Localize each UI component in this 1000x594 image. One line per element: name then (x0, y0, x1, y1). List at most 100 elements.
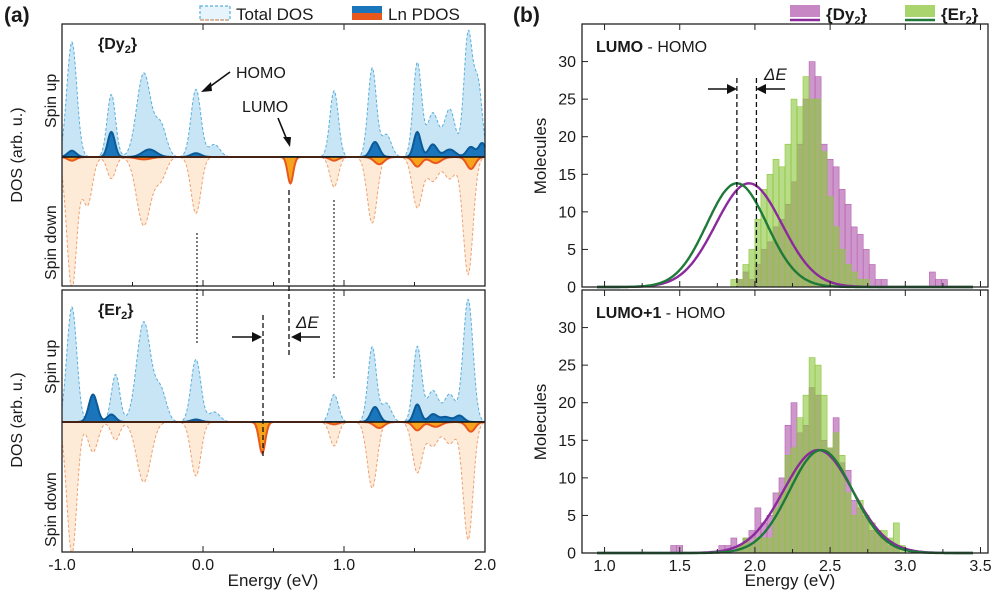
panel-label-b: (b) (513, 4, 540, 27)
dos-xtick-label: 0.0 (192, 557, 214, 574)
hist-ylabel-bottom: Molecules (531, 384, 550, 461)
hist-ytick-label: 20 (558, 129, 576, 146)
hist-bar-er (742, 264, 750, 288)
hist-ytick-label: 5 (567, 242, 576, 259)
hist-bar-dy (856, 234, 864, 288)
hist-ytick-label: 5 (567, 508, 576, 525)
hist-bar-er (790, 98, 798, 288)
dos-xtick-label: 2.0 (474, 557, 496, 574)
hist-bar-er (802, 76, 810, 288)
legend-dy-label: {Dy2} (826, 5, 867, 27)
spin-down-label-bottom: Spin down (43, 472, 60, 547)
hist-bar-er (808, 98, 816, 288)
hist-ytick-label: 0 (567, 546, 576, 563)
hist-bar-er (826, 196, 834, 288)
hist-bottom-title: LUMO+1 - HOMO (596, 305, 725, 322)
legend-total-swatch (199, 5, 231, 21)
hist-ytick-label: 30 (558, 320, 576, 337)
hist-bar-er (784, 454, 792, 554)
hist-ytick-label: 15 (558, 167, 576, 184)
hist-bar-er (826, 447, 834, 554)
hist-bar-er (814, 364, 822, 554)
lumo-arrow (277, 117, 288, 141)
hist-bar-er (844, 492, 852, 554)
hist-bottom-frame (581, 289, 989, 554)
hist-bar-er (838, 249, 846, 288)
hist-xtick-label: 3.0 (894, 558, 916, 575)
hist-bar-er (748, 249, 756, 288)
dos-plot-dy (61, 29, 486, 287)
hist-bar-er (844, 264, 852, 288)
legend-total-label: Total DOS (236, 5, 313, 24)
hist-xtick-label: 2.0 (744, 558, 766, 575)
hist-bar-er (796, 417, 804, 554)
dos-total-up-area (62, 299, 485, 422)
homo-label: HOMO (236, 65, 286, 82)
hist-bar-er (850, 271, 858, 288)
hist-top-frame (581, 23, 989, 288)
dos-total-up-area (62, 30, 485, 157)
hist-bar-er (754, 219, 762, 288)
hist-bar-er (766, 537, 774, 554)
hist-xtick-label: 3.5 (969, 558, 991, 575)
hist-bar-er (850, 515, 858, 554)
hist-bar-er (814, 98, 822, 288)
histogram-lumo (597, 61, 973, 289)
hist-bar-er (820, 394, 828, 554)
spin-down-label-top: Spin down (43, 205, 60, 280)
hist-bar-dy (868, 264, 876, 288)
spin-up-label-bottom: Spin up (43, 340, 60, 394)
hist-xlabel: Energy (eV) (745, 571, 836, 590)
hist-axes: 1.0 1.5 2.0 2.5 3.0 3.5 0 5 10 15 20 25 30 0 5 10 15 20 25… (558, 24, 992, 575)
dos-total-down-area (62, 422, 485, 552)
dos-ylabel-bottom: DOS (arb. u.) (9, 372, 26, 467)
dos-ylabel-top: DOS (arb. u.) (9, 107, 26, 202)
hist-xtick-label: 2.5 (819, 558, 841, 575)
legend-ln-down-swatch (352, 13, 382, 20)
hist-xtick-label: 1.5 (669, 558, 691, 575)
legend-b: {Dy2} {Er2} (790, 5, 979, 27)
delta-e-arrowhead-right (291, 332, 301, 342)
spin-up-label-top: Spin up (43, 74, 60, 128)
hist-ylabel-top: Molecules (531, 118, 550, 195)
hist-bar-er (748, 545, 756, 554)
hist-delta-e-arrowhead-left (727, 84, 737, 94)
hist-ytick-label: 25 (558, 358, 576, 375)
homo-arrow (207, 71, 231, 89)
delta-e-label-b: ΔE (763, 65, 787, 84)
lumo-label: LUMO (242, 99, 288, 116)
hist-bar-er (790, 447, 798, 554)
compound-label-er: {Er2} (98, 302, 133, 322)
compound-label-dy: {Dy2} (98, 36, 137, 56)
dos-total-down-area (62, 157, 485, 286)
dos-plot-er (61, 298, 486, 553)
panel-label-a: (a) (4, 4, 30, 27)
dos-xticks: -1.0 0.0 1.0 2.0 (48, 24, 496, 574)
hist-ytick-label: 25 (558, 92, 576, 109)
hist-bar-er (760, 537, 768, 554)
legend-ln-label: Ln PDOS (388, 5, 460, 24)
legend-ln-up-swatch (352, 6, 382, 13)
hist-bar-er (832, 226, 840, 288)
hist-ytick-label: 10 (558, 204, 576, 221)
lumo-arrowhead (283, 137, 291, 147)
hist-bar-dy (929, 271, 936, 288)
hist-bar-er (772, 159, 780, 288)
hist-ytick-label: 20 (558, 395, 576, 412)
legend-er-swatch (905, 5, 935, 17)
histogram-lumo1 (597, 357, 973, 555)
hist-ytick-label: 30 (558, 54, 576, 71)
hist-bar-er (760, 189, 768, 288)
hist-bar-er (820, 151, 828, 288)
dos-xlabel: Energy (eV) (228, 571, 319, 590)
hist-xtick-label: 1.0 (593, 558, 615, 575)
delta-e-arrowhead-left (252, 332, 262, 342)
legend-er-label: {Er2} (941, 5, 979, 27)
legend-dy-swatch (790, 5, 820, 17)
hist-bar-er (832, 432, 840, 554)
dos-xtick-label: 1.0 (333, 557, 355, 574)
hist-bar-er (730, 279, 738, 288)
hist-bar-er (802, 394, 810, 554)
hist-delta-e-arrowhead-right (756, 84, 766, 94)
hist-top-title: LUMO - HOMO (596, 39, 707, 56)
